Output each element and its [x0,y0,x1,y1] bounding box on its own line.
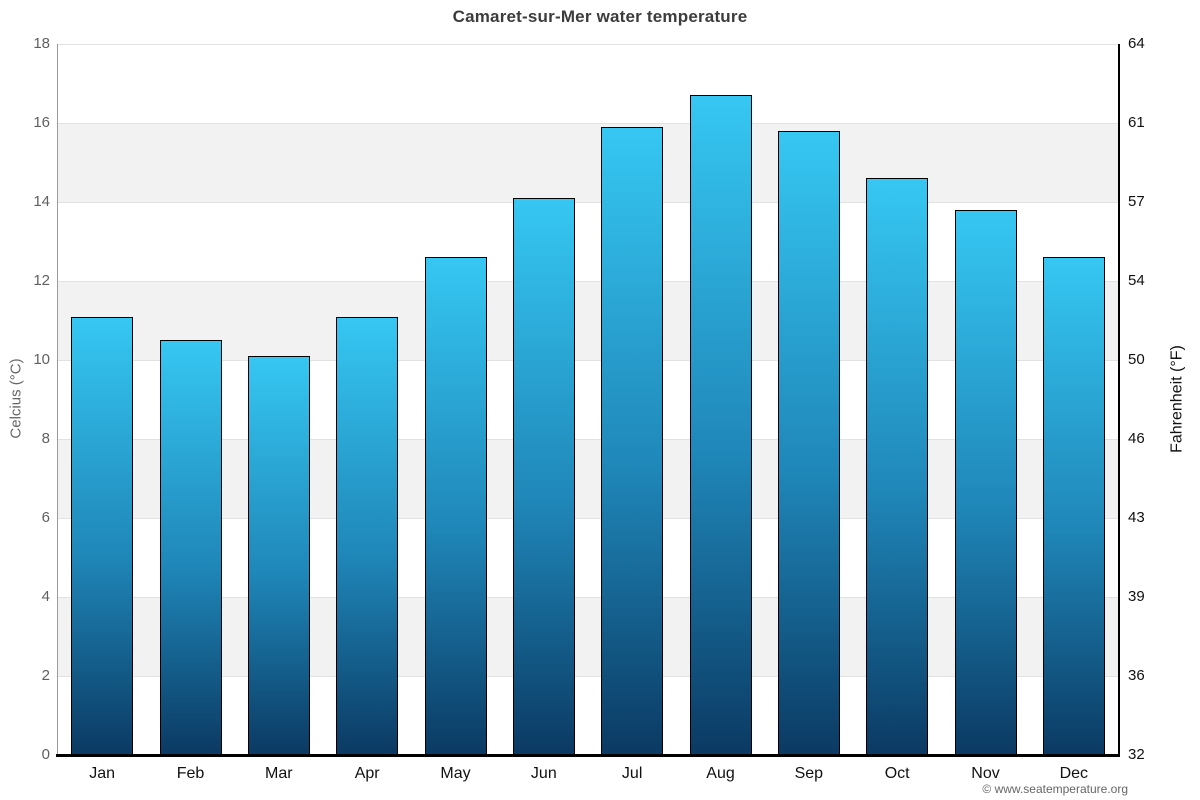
bar-jul[interactable] [601,126,664,755]
bottom-axis-line [56,754,1120,757]
month-label-may: May [440,765,471,782]
celsius-tick-label: 6 [41,509,50,526]
month-label-nov: Nov [971,765,1000,782]
bar-aug[interactable] [689,95,752,755]
grid-band [58,281,1118,360]
grid-band [58,597,1118,676]
celsius-tick-label: 8 [41,430,50,447]
bar-apr[interactable] [336,316,399,755]
bar-oct[interactable] [866,178,929,755]
grid-line [58,359,1118,361]
celsius-tick-label: 18 [33,35,50,52]
month-label-sep: Sep [794,765,824,782]
fahrenheit-tick-label: 46 [1128,430,1145,447]
celsius-tick-label: 12 [33,272,50,289]
celsius-tick-label: 16 [33,114,50,131]
grid-line [58,675,1118,677]
fahrenheit-tick-label: 50 [1128,351,1145,368]
grid-line [58,201,1118,203]
fahrenheit-tick-label: 61 [1128,114,1145,131]
fahrenheit-tick-label: 64 [1128,35,1145,52]
grid-line [58,438,1118,440]
fahrenheit-tick-label: 39 [1128,588,1145,605]
grid-band [58,439,1118,518]
celsius-tick-label: 0 [41,746,50,763]
bar-nov[interactable] [954,209,1017,755]
fahrenheit-tick-label: 43 [1128,509,1145,526]
month-label-dec: Dec [1059,765,1089,782]
grid-line [58,517,1118,519]
grid-line [58,43,1118,45]
month-label-mar: Mar [265,765,293,782]
grid-band [58,123,1118,202]
bar-may[interactable] [424,257,487,755]
bar-mar[interactable] [247,356,310,755]
right-axis-line [1118,44,1120,755]
grid-line [58,280,1118,282]
bar-jun[interactable] [512,198,575,755]
fahrenheit-tick-label: 32 [1128,746,1145,763]
fahrenheit-tick-label: 54 [1128,272,1145,289]
bar-jan[interactable] [71,316,134,755]
fahrenheit-tick-label: 36 [1128,667,1145,684]
copyright-credit[interactable]: © www.seatemperature.org [982,782,1128,796]
grid-line [58,596,1118,598]
celsius-tick-label: 4 [41,588,50,605]
bar-sep[interactable] [777,130,840,755]
month-label-feb: Feb [176,765,205,782]
celsius-tick-label: 2 [41,667,50,684]
month-label-oct: Oct [884,765,910,782]
bar-feb[interactable] [159,340,222,755]
fahrenheit-axis-title: Fahrenheit (°F) [1168,344,1186,453]
celsius-tick-label: 10 [33,351,50,368]
left-axis-line [57,44,58,755]
bar-dec[interactable] [1042,257,1105,755]
celsius-tick-label: 14 [33,193,50,210]
chart-title: Camaret-sur-Mer water temperature [452,7,748,26]
month-label-jan: Jan [89,765,116,782]
month-label-aug: Aug [706,765,735,782]
month-label-jun: Jun [530,765,557,782]
grid-line [58,122,1118,124]
month-label-jul: Jul [621,765,643,782]
fahrenheit-tick-label: 57 [1128,193,1145,210]
month-label-apr: Apr [354,765,380,782]
